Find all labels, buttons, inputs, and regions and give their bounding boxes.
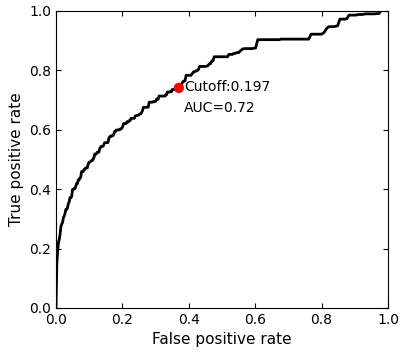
Point xyxy=(176,85,182,91)
Text: Cutoff:0.197: Cutoff:0.197 xyxy=(184,80,270,94)
Text: AUC=0.72: AUC=0.72 xyxy=(184,101,256,115)
X-axis label: False positive rate: False positive rate xyxy=(152,332,292,347)
Y-axis label: True positive rate: True positive rate xyxy=(8,92,24,226)
